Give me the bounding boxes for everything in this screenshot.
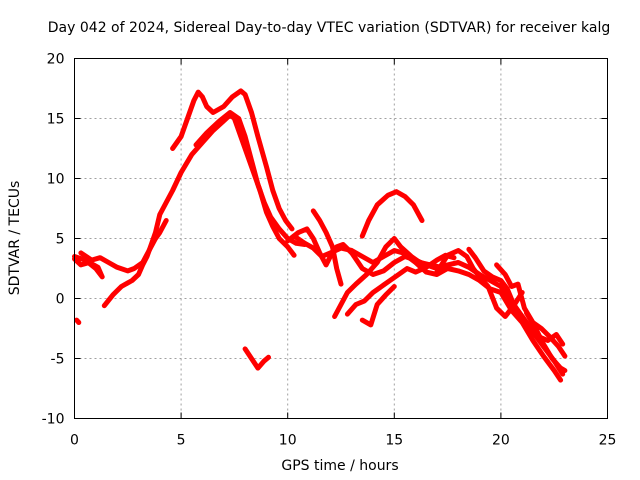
series-line-track-16: [466, 246, 566, 347]
y-tick-label: -10: [42, 412, 65, 428]
y-tick-label: 20: [47, 52, 65, 68]
y-tick-label: 5: [56, 232, 65, 248]
series-line-track-13: [359, 189, 425, 239]
y-tick-label: 10: [47, 172, 65, 188]
series-line-track-5: [170, 88, 295, 232]
series-line-track-15: [434, 248, 525, 319]
series-line-track-18: [524, 310, 568, 373]
y-tick-label: 0: [56, 292, 65, 308]
y-tick-label: -5: [51, 352, 65, 368]
series-line-track-2: [74, 317, 82, 325]
x-tick-label: 25: [599, 433, 617, 449]
x-tick-label: 10: [279, 433, 297, 449]
y-tick-label: 15: [47, 112, 65, 128]
x-axis-label: GPS time / hours: [281, 458, 398, 474]
axis-ticks: 0 5 10 15 20 25 -10 -5 0 5 10 15 20: [42, 52, 617, 449]
y-axis-label: SDTVAR / TECUs: [7, 181, 23, 296]
x-tick-label: 15: [385, 433, 403, 449]
series-line-track-6: [193, 110, 308, 247]
series-line-track-7: [242, 346, 271, 371]
x-tick-label: 0: [70, 433, 79, 449]
x-tick-label: 5: [177, 433, 186, 449]
series-line-track-1: [72, 254, 105, 280]
x-tick-label: 20: [492, 433, 510, 449]
series-line-track-10: [310, 208, 344, 287]
series-line-track-12: [344, 252, 457, 317]
series-line-track-14: [359, 284, 397, 328]
chart-title: Day 042 of 2024, Sidereal Day-to-day VTE…: [48, 20, 610, 36]
series-line-track-11: [332, 236, 444, 319]
data-traces: [72, 88, 568, 383]
